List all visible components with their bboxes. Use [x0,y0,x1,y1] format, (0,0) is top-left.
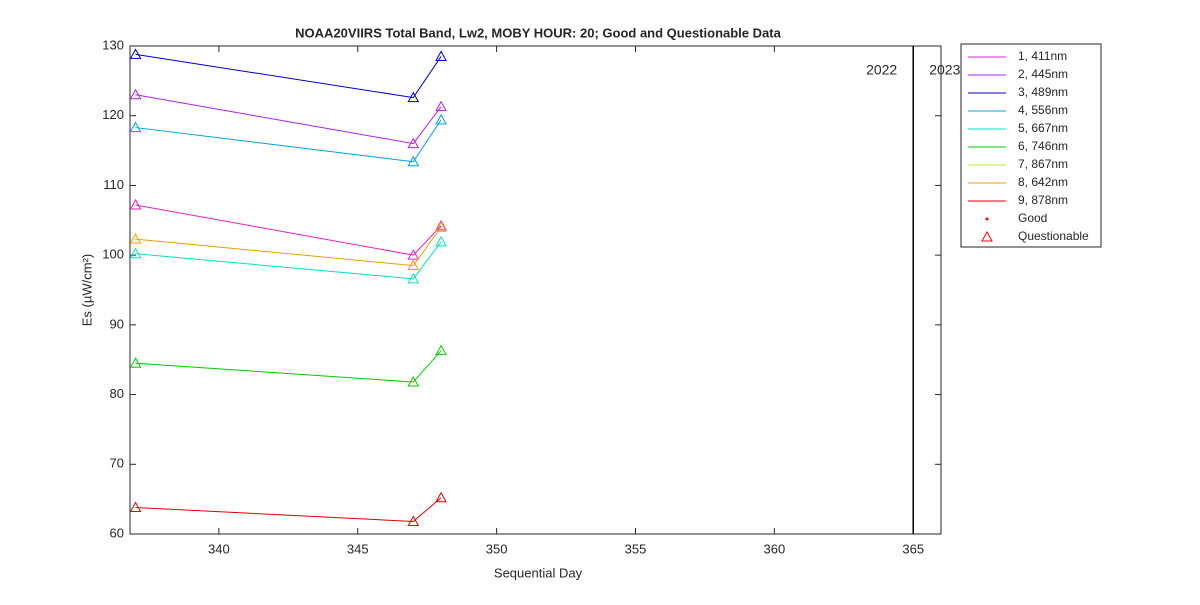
x-tick-label: 355 [625,541,647,556]
legend-marker [985,217,989,221]
series-line [135,226,442,267]
legend-label: Questionable [1018,229,1089,243]
legend-label: 1, 411nm [1018,49,1067,63]
point-marker [435,221,447,232]
point-marker [129,121,142,133]
x-tick-label: 360 [764,541,786,556]
annotation: 2022 [866,62,897,78]
point-marker [129,247,142,259]
legend-label: 7, 867nm [1018,157,1068,171]
series-line [135,119,442,163]
y-tick-label: 80 [110,386,124,401]
y-tick-label: 70 [110,456,124,471]
y-tick-label: 120 [102,107,124,122]
legend-label: 8, 642nm [1018,175,1068,189]
series-line [135,241,442,280]
point-marker [129,501,142,513]
point-marker [129,48,142,59]
legend-label: 4, 556nm [1018,103,1068,117]
point-marker [407,91,420,103]
x-tick-label: 350 [486,541,508,556]
series-line [135,94,442,145]
point-marker [435,113,447,125]
y-tick-label: 110 [103,177,124,192]
point-marker [407,375,420,387]
point-marker [407,272,420,284]
x-tick-label: 345 [347,541,369,556]
legend-label: 6, 746nm [1018,139,1068,153]
point-marker [435,50,447,61]
point-marker [435,344,447,356]
point-marker [407,515,420,526]
y-axis-label: Es (µW/cm²) [79,254,94,326]
point-marker [129,198,142,210]
point-marker [129,233,142,244]
series-line [135,204,442,256]
legend-label: 5, 667nm [1018,121,1068,135]
point-marker [407,155,420,167]
point-marker [129,88,142,100]
annotation: 2023 [929,62,960,78]
legend-label: 9, 878nm [1018,193,1068,207]
point-marker [407,259,420,271]
series-line [135,497,442,522]
y-tick-label: 90 [110,316,124,331]
point-marker [407,249,420,260]
legend-label: 2, 445nm [1018,67,1068,81]
point-marker [129,357,142,368]
plot-frame [129,45,942,535]
legend-box [960,43,1102,248]
point-marker [435,219,447,231]
x-tick-label: 365 [902,541,924,556]
x-tick-label: 340 [208,541,230,556]
series-line [135,350,442,383]
legend-label: Good [1018,211,1047,225]
x-axis-label: Sequential Day [494,565,583,580]
point-marker [435,491,447,503]
y-tick-label: 130 [102,37,124,52]
legend-marker [981,230,993,242]
chart-title: NOAA20VIIRS Total Band, Lw2, MOBY HOUR: … [295,25,781,40]
point-marker [407,137,420,149]
point-marker [435,235,447,247]
y-tick-label: 60 [110,525,124,540]
series-line [135,53,442,99]
point-marker [435,100,447,112]
y-tick-label: 100 [102,247,124,262]
legend-label: 3, 489nm [1018,85,1068,99]
